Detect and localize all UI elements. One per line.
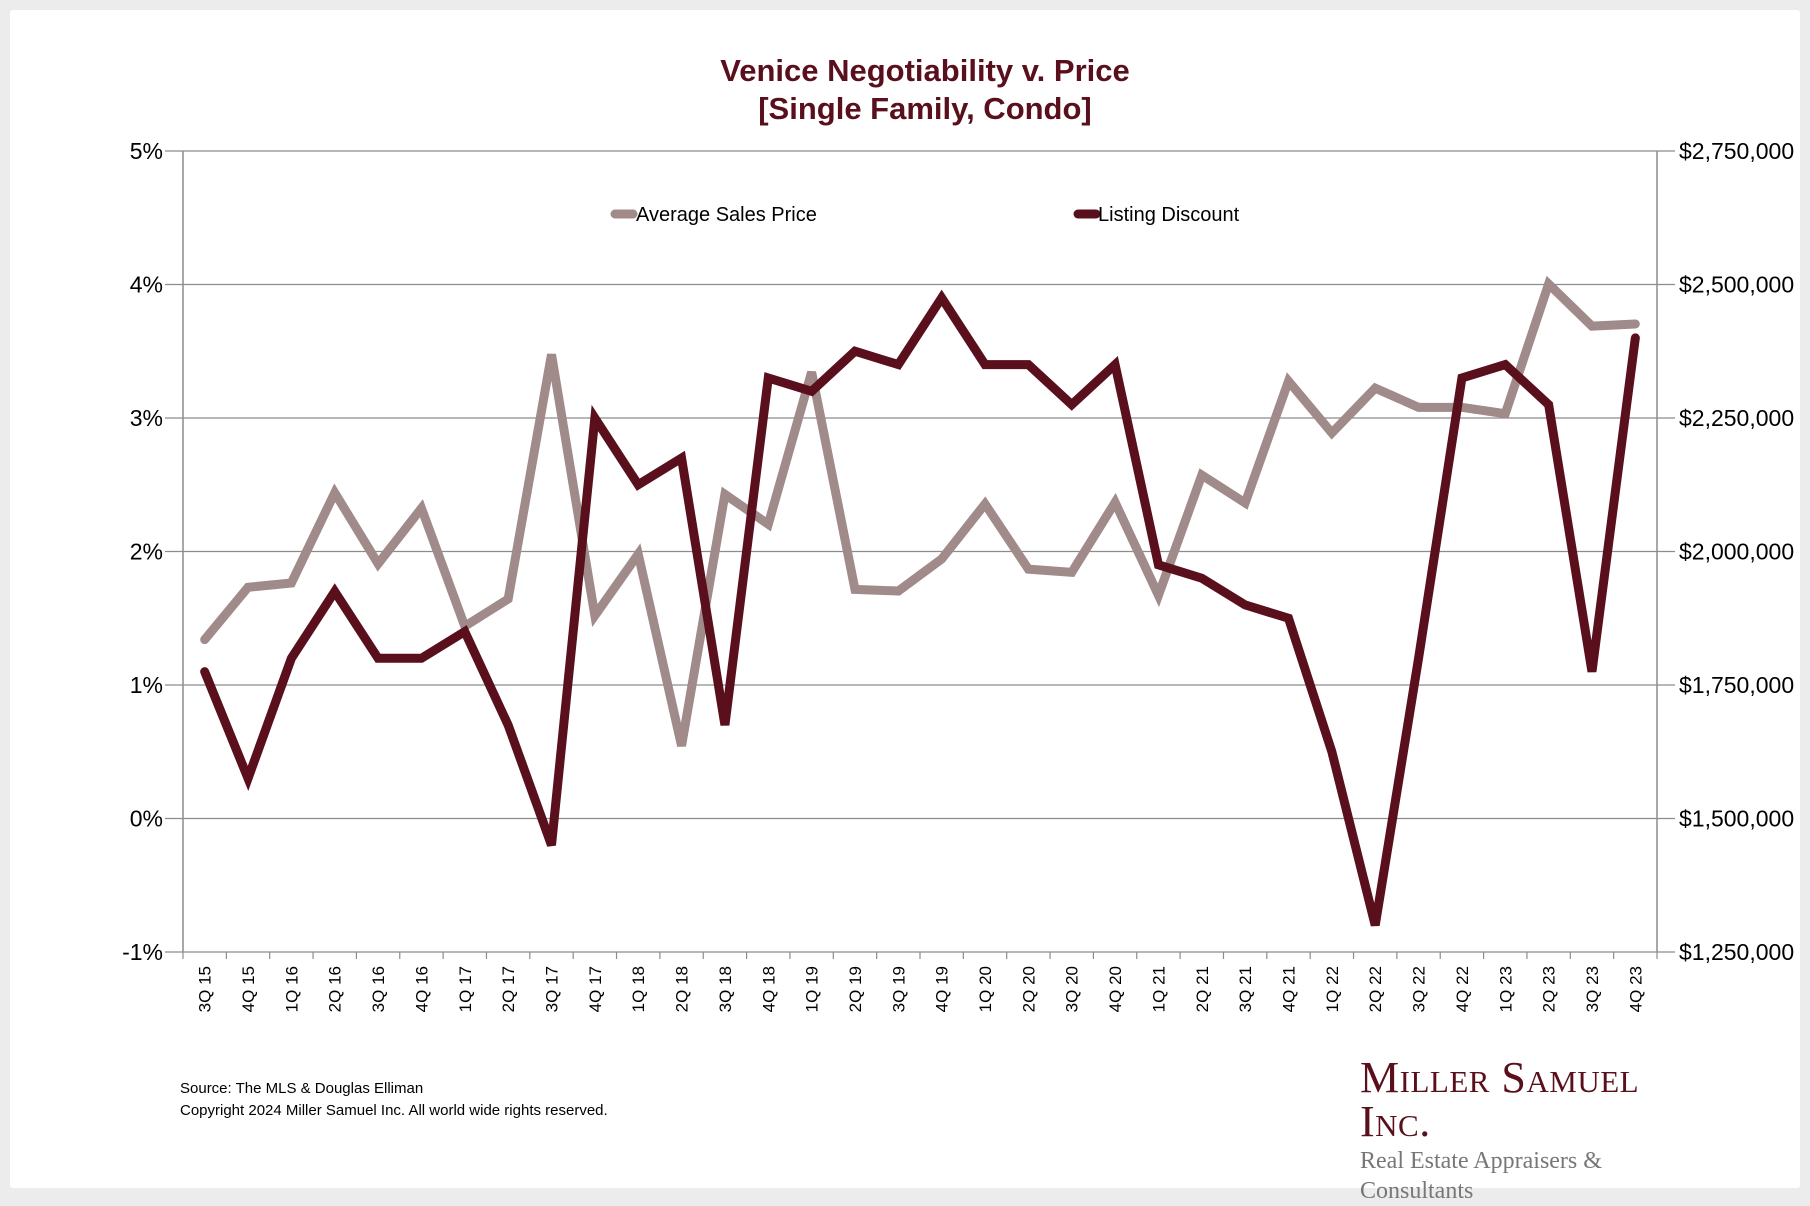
x-tick-label: 3Q 19 [889,966,908,1012]
x-tick-label: 3Q 21 [1236,966,1255,1012]
y-tick-label-right: $2,750,000 [1679,138,1794,164]
company-logo: Miller Samuel Inc. Real Estate Appraiser… [1360,1056,1720,1206]
x-tick-label: 1Q 23 [1496,966,1515,1012]
legend-label-average-sales-price: Average Sales Price [636,204,817,226]
x-tick-label: 3Q 22 [1410,966,1429,1012]
x-tick-label: 1Q 18 [629,966,648,1012]
y-tick-label-right: $2,500,000 [1679,272,1794,298]
x-tick-label: 4Q 18 [759,966,778,1012]
source-note: Source: The MLS & Douglas Elliman [180,1078,608,1100]
x-tick-label: 2Q 23 [1540,966,1559,1012]
x-tick-label: 1Q 20 [976,966,995,1012]
x-tick-label: 4Q 23 [1626,966,1645,1012]
y-tick-label-left: 0% [130,806,163,832]
x-tick-label: 3Q 23 [1583,966,1602,1012]
x-tick-label: 1Q 22 [1323,966,1342,1012]
x-tick-label: 2Q 20 [1019,966,1038,1012]
x-tick-label: 2Q 19 [846,966,865,1012]
y-tick-label-right: $2,250,000 [1679,405,1794,431]
x-tick-label: 1Q 17 [456,966,475,1012]
x-tick-label: 1Q 21 [1149,966,1168,1012]
x-tick-label: 3Q 17 [543,966,562,1012]
x-tick-label: 2Q 17 [499,966,518,1012]
x-tick-label: 1Q 16 [282,966,301,1012]
series-line-listing-discount [205,298,1636,925]
x-tick-label: 1Q 19 [803,966,822,1012]
y-tick-label-left: 3% [130,405,163,431]
y-tick-label-right: $1,750,000 [1679,672,1794,698]
x-tick-label: 2Q 16 [326,966,345,1012]
x-tick-label: 3Q 15 [196,966,215,1012]
footer: Source: The MLS & Douglas Elliman Copyri… [180,1078,608,1122]
y-tick-label-right: $1,250,000 [1679,939,1794,965]
x-tick-label: 2Q 18 [673,966,692,1012]
logo-tagline: Real Estate Appraisers & Consultants [1360,1146,1720,1206]
x-tick-label: 2Q 22 [1366,966,1385,1012]
y-tick-label-left: 5% [130,138,163,164]
y-tick-label-left: 1% [130,672,163,698]
x-tick-label: 4Q 15 [239,966,258,1012]
copyright-note: Copyright 2024 Miller Samuel Inc. All wo… [180,1100,608,1122]
series-line-average-sales-price [205,284,1636,746]
x-tick-label: 4Q 17 [586,966,605,1012]
x-tick-label: 4Q 20 [1106,966,1125,1012]
x-tick-label: 3Q 18 [716,966,735,1012]
x-tick-label: 4Q 16 [412,966,431,1012]
legend-label-listing-discount: Listing Discount [1098,204,1240,226]
y-tick-label-left: 4% [130,272,163,298]
y-tick-label-right: $1,500,000 [1679,806,1794,832]
x-tick-label: 3Q 16 [369,966,388,1012]
x-tick-label: 4Q 21 [1280,966,1299,1012]
y-tick-label-left: -1% [122,939,163,965]
x-tick-label: 2Q 21 [1193,966,1212,1012]
logo-name: Miller Samuel Inc. [1360,1056,1720,1144]
x-tick-label: 3Q 20 [1063,966,1082,1012]
x-tick-label: 4Q 22 [1453,966,1472,1012]
x-tick-label: 4Q 19 [933,966,952,1012]
y-tick-label-left: 2% [130,539,163,565]
y-tick-label-right: $2,000,000 [1679,539,1794,565]
